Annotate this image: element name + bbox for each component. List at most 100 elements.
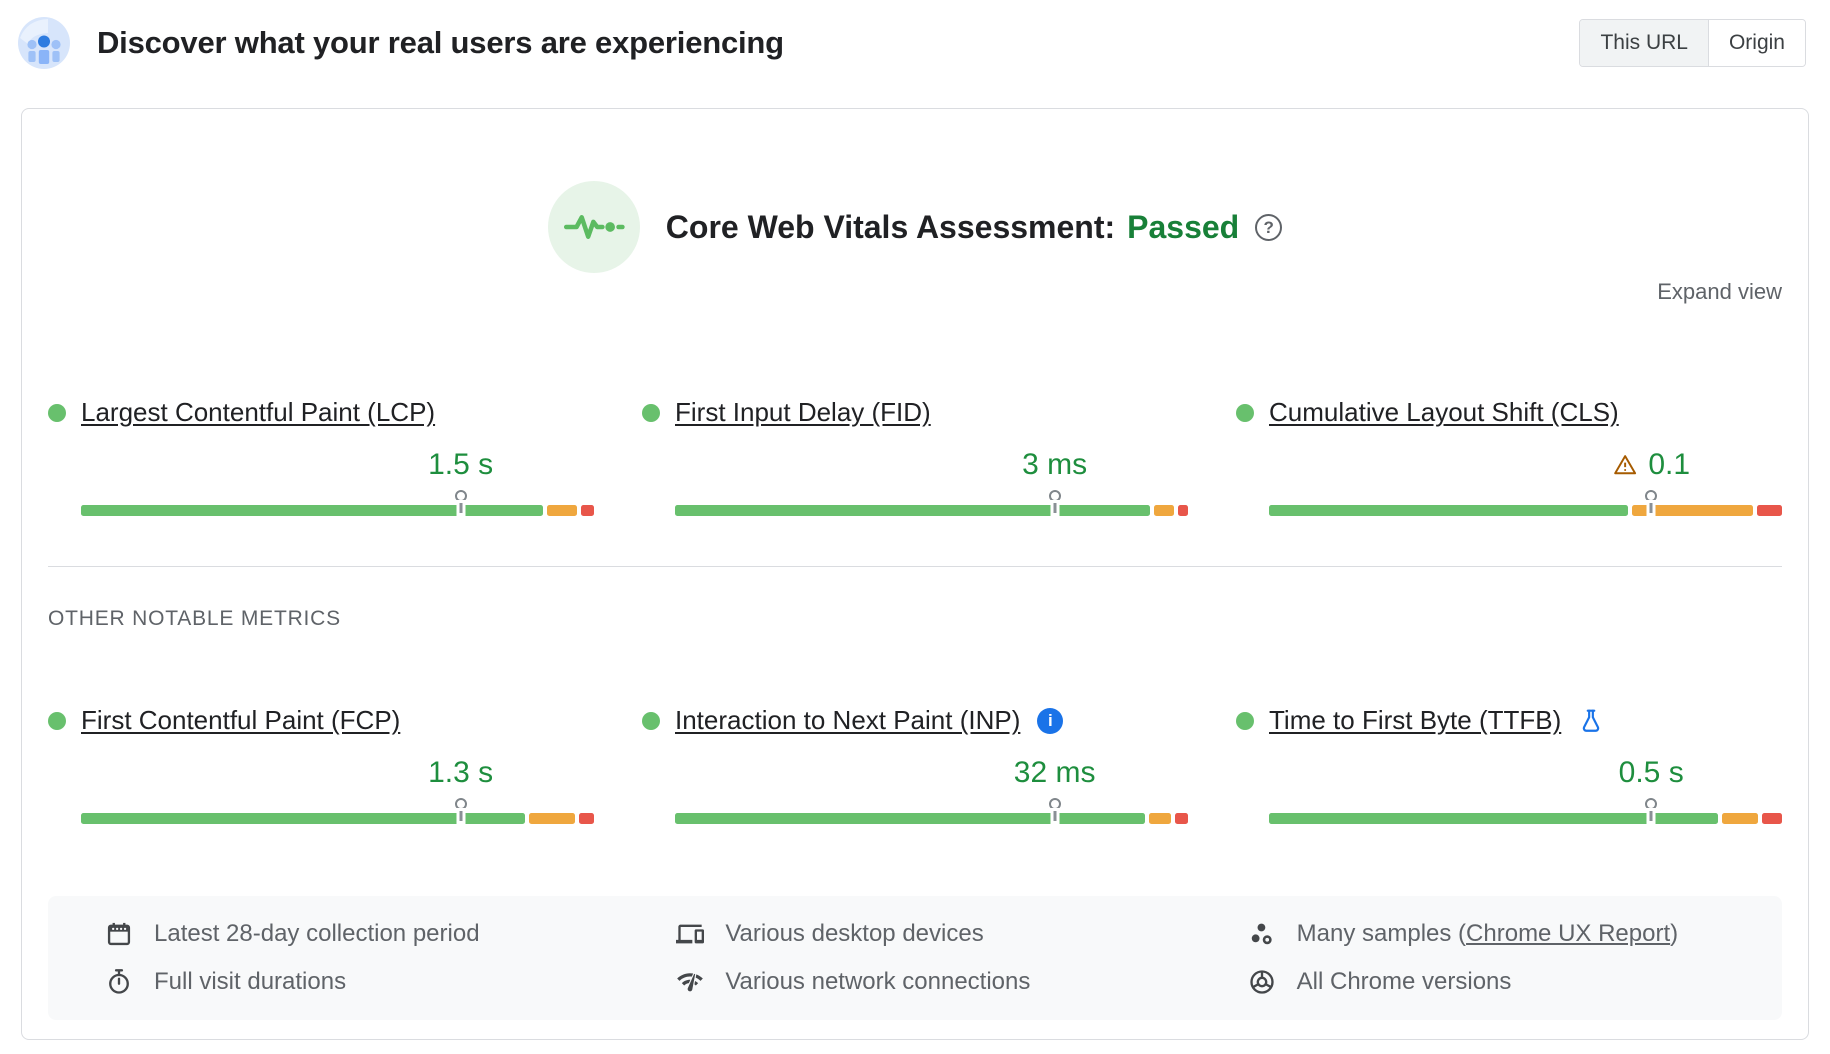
other-metrics-title: OTHER NOTABLE METRICS [48, 607, 341, 630]
distribution-needs-improvement-segment [547, 505, 578, 516]
metric-status-dot [48, 403, 66, 422]
metric-link[interactable]: Interaction to Next Paint (INP) [675, 705, 1021, 735]
metric-link[interactable]: Largest Contentful Paint (LCP) [81, 397, 436, 427]
metric-link[interactable]: Time to First Byte (TTFB) [1269, 705, 1562, 735]
assessment-heading-text: Core Web Vitals Assessment: [665, 208, 1116, 245]
distribution-needs-improvement-segment [1148, 813, 1172, 824]
distribution-good-segment [81, 505, 544, 516]
distribution-good-segment [81, 813, 526, 824]
metric-distribution-bar [81, 798, 595, 824]
metric-fid: First Input Delay (FID) i 3 ms [642, 397, 1188, 516]
flask-icon[interactable] [1578, 708, 1604, 734]
page-header: Discover what your real users are experi… [0, 0, 1830, 69]
distribution-good-segment [675, 813, 1145, 824]
metric-value: 3 ms [1022, 448, 1088, 481]
other-metrics-row: First Contentful Paint (FCP) i 1.3 s [48, 705, 1782, 824]
metric-distribution-bar [81, 490, 594, 516]
footer-column-devices: Various desktop devices Various network … [675, 918, 1200, 998]
page-title: Discover what your real users are experi… [97, 24, 784, 60]
metric-fcp: First Contentful Paint (FCP) i 1.3 s [48, 705, 595, 824]
footer-column-period: Latest 28-day collection period Full vis… [104, 918, 629, 998]
assessment-title: Core Web Vitals Assessment: Passed ? [665, 208, 1283, 246]
distribution-poor-segment [1177, 505, 1188, 516]
metric-body: 32 ms [675, 744, 1188, 824]
footer-item-label: Various desktop devices [725, 920, 984, 947]
metric-value: 0.1 [1612, 448, 1690, 482]
metric-link[interactable]: First Input Delay (FID) [675, 397, 931, 427]
footer-item-label: Latest 28-day collection period [154, 920, 480, 947]
metric-status-dot [642, 711, 660, 730]
metric-distribution-bar [1269, 490, 1782, 516]
calendar-icon [104, 919, 134, 949]
distribution-poor-segment [1175, 813, 1188, 824]
assessment-header: Core Web Vitals Assessment: Passed ? [48, 109, 1782, 273]
samples-icon [1247, 919, 1277, 949]
expand-view-row: Expand view [48, 279, 1782, 305]
distribution-good-segment [1269, 505, 1628, 516]
metric-value: 0.5 s [1618, 756, 1684, 789]
footer-item-network-connections: Various network connections [675, 966, 1200, 998]
metric-status-dot [1236, 711, 1254, 730]
metric-header: Cumulative Layout Shift (CLS) i [1236, 397, 1782, 428]
metric-body: 0.5 s [1269, 744, 1782, 824]
wifi-icon [675, 967, 705, 997]
footer-item-label: Full visit durations [154, 968, 347, 995]
metric-header: First Input Delay (FID) i [642, 397, 1188, 428]
metric-header: Interaction to Next Paint (INP) i [642, 705, 1188, 736]
distribution-poor-segment [1756, 505, 1782, 516]
metric-header: First Contentful Paint (FCP) i [48, 705, 594, 736]
metric-value: 32 ms [1013, 756, 1096, 789]
distribution-poor-segment [1761, 813, 1782, 824]
metric-link[interactable]: Cumulative Layout Shift (CLS) [1269, 397, 1619, 427]
metric-distribution-bar [1269, 798, 1782, 824]
devices-icon [675, 919, 705, 949]
footer-item-visit-durations: Full visit durations [104, 966, 629, 998]
metric-body: 1.5 s [81, 436, 594, 516]
metric-lcp: Largest Contentful Paint (LCP) i 1.5 s [48, 397, 594, 516]
metric-header: Time to First Byte (TTFB) i [1236, 705, 1782, 736]
assessment-status: Passed [1127, 208, 1240, 245]
p75-marker [454, 490, 467, 502]
metric-distribution-bar [675, 490, 1188, 516]
field-data-card: Core Web Vitals Assessment: Passed ? Exp… [21, 108, 1809, 1040]
distribution-good-segment [1269, 813, 1719, 824]
footer-item-collection-period: Latest 28-day collection period [104, 918, 629, 950]
crux-logo-icon [18, 16, 70, 69]
footer-item-chrome-versions: All Chrome versions [1247, 966, 1772, 998]
footer-item-label: Various network connections [725, 968, 1031, 995]
distribution-needs-improvement-segment [529, 813, 575, 824]
p75-marker [454, 798, 467, 810]
metric-status-dot [48, 711, 66, 730]
p75-marker [1048, 798, 1061, 810]
warning-icon [1614, 455, 1637, 475]
footer-column-samples: Many samples (Chrome UX Report) All Chro… [1247, 918, 1772, 998]
metric-cls: Cumulative Layout Shift (CLS) i 0.1 [1236, 397, 1782, 516]
collection-info-panel: Latest 28-day collection period Full vis… [48, 896, 1782, 1020]
distribution-needs-improvement-segment [1631, 505, 1753, 516]
distribution-needs-improvement-segment [1722, 813, 1758, 824]
expand-view-button[interactable]: Expand view [1657, 279, 1782, 304]
stopwatch-icon [104, 967, 134, 997]
metric-link[interactable]: First Contentful Paint (FCP) [81, 705, 401, 735]
metric-ttfb: Time to First Byte (TTFB) i 0.5 s [1236, 705, 1782, 824]
pulse-icon [547, 181, 640, 273]
metric-inp: Interaction to Next Paint (INP) i 32 ms [642, 705, 1188, 824]
distribution-good-segment [675, 505, 1150, 516]
p75-marker [1645, 490, 1658, 502]
footer-item-many-samples: Many samples (Chrome UX Report) [1247, 918, 1772, 950]
p75-marker [1645, 798, 1658, 810]
toggle-origin-button[interactable]: Origin [1707, 19, 1805, 66]
help-icon[interactable]: ? [1255, 213, 1283, 241]
section-divider [48, 566, 1782, 567]
scope-toggle: This URL Origin [1579, 18, 1806, 67]
info-icon[interactable]: i [1037, 707, 1064, 734]
core-metrics-row: Largest Contentful Paint (LCP) i 1.5 s [48, 397, 1782, 516]
chrome-ux-report-link[interactable]: Chrome UX Report [1466, 920, 1671, 947]
chrome-icon [1247, 967, 1277, 997]
metric-value: 1.3 s [428, 756, 494, 789]
metric-value: 1.5 s [428, 448, 494, 481]
footer-item-label: Many samples (Chrome UX Report) [1296, 920, 1679, 947]
toggle-this-url-button[interactable]: This URL [1580, 19, 1708, 66]
p75-marker [1048, 490, 1061, 502]
footer-item-label: All Chrome versions [1296, 968, 1512, 995]
